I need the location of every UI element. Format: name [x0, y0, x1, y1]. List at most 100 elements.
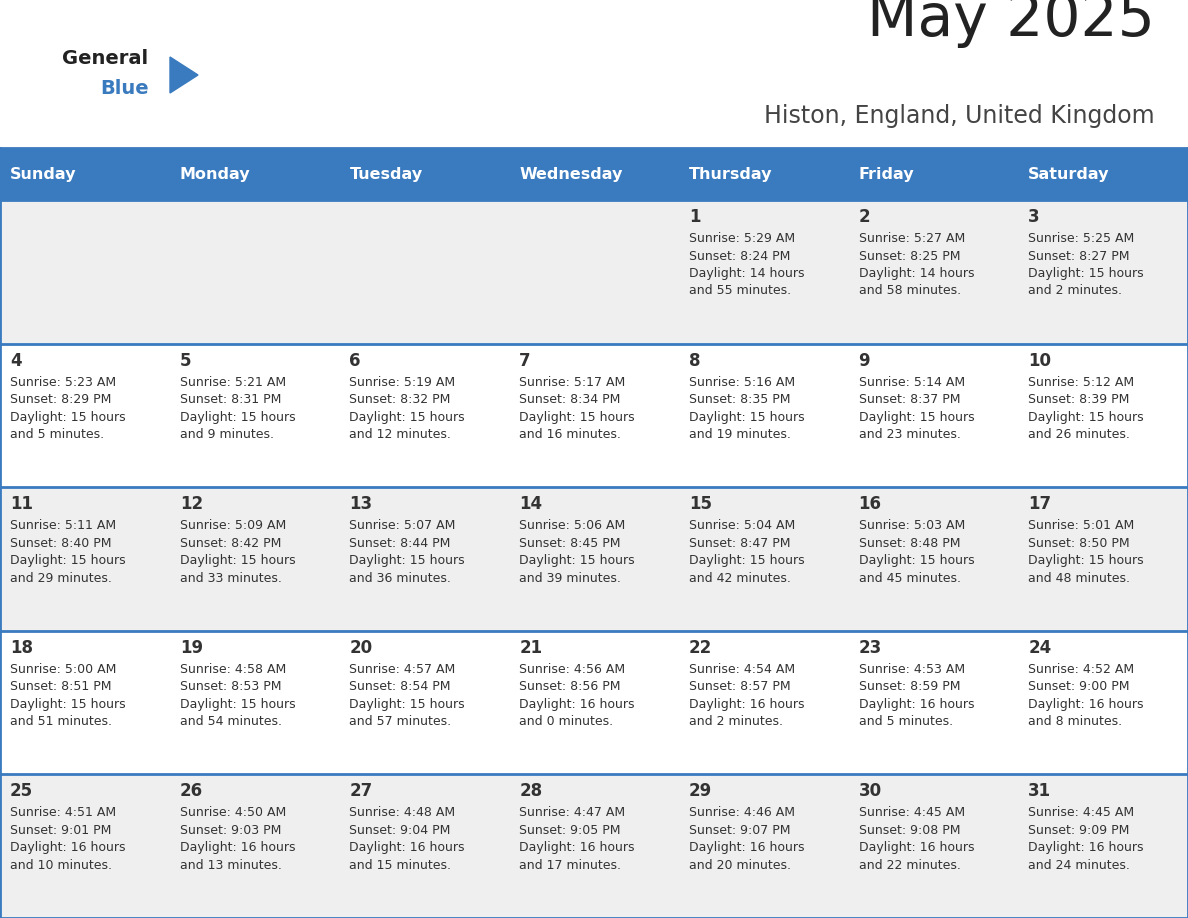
Text: 1: 1	[689, 208, 701, 226]
Text: Friday: Friday	[859, 166, 915, 182]
Bar	[340, 487, 510, 631]
Text: Sunrise: 4:54 AM
Sunset: 8:57 PM
Daylight: 16 hours
and 2 minutes.: Sunrise: 4:54 AM Sunset: 8:57 PM Dayligh…	[689, 663, 804, 728]
Bar	[1018, 343, 1188, 487]
Text: 13: 13	[349, 495, 373, 513]
Bar	[848, 775, 1018, 918]
Text: Sunrise: 4:51 AM
Sunset: 9:01 PM
Daylight: 16 hours
and 10 minutes.: Sunrise: 4:51 AM Sunset: 9:01 PM Dayligh…	[10, 806, 126, 872]
Bar	[340, 148, 510, 200]
Bar	[1018, 487, 1188, 631]
Polygon shape	[170, 57, 198, 93]
Bar	[170, 343, 340, 487]
Bar	[0, 631, 170, 775]
Text: Sunrise: 5:27 AM
Sunset: 8:25 PM
Daylight: 14 hours
and 58 minutes.: Sunrise: 5:27 AM Sunset: 8:25 PM Dayligh…	[859, 232, 974, 297]
Text: Sunrise: 5:12 AM
Sunset: 8:39 PM
Daylight: 15 hours
and 26 minutes.: Sunrise: 5:12 AM Sunset: 8:39 PM Dayligh…	[1029, 375, 1144, 442]
Text: 29: 29	[689, 782, 712, 800]
Text: Sunrise: 5:29 AM
Sunset: 8:24 PM
Daylight: 14 hours
and 55 minutes.: Sunrise: 5:29 AM Sunset: 8:24 PM Dayligh…	[689, 232, 804, 297]
Bar	[510, 343, 678, 487]
Bar	[0, 487, 170, 631]
Bar	[0, 200, 170, 343]
Text: Sunrise: 4:50 AM
Sunset: 9:03 PM
Daylight: 16 hours
and 13 minutes.: Sunrise: 4:50 AM Sunset: 9:03 PM Dayligh…	[179, 806, 295, 872]
Bar	[678, 487, 848, 631]
Bar	[0, 775, 170, 918]
Text: Sunrise: 5:04 AM
Sunset: 8:47 PM
Daylight: 15 hours
and 42 minutes.: Sunrise: 5:04 AM Sunset: 8:47 PM Dayligh…	[689, 520, 804, 585]
Text: Sunrise: 5:03 AM
Sunset: 8:48 PM
Daylight: 15 hours
and 45 minutes.: Sunrise: 5:03 AM Sunset: 8:48 PM Dayligh…	[859, 520, 974, 585]
Text: 28: 28	[519, 782, 542, 800]
Text: Sunrise: 5:14 AM
Sunset: 8:37 PM
Daylight: 15 hours
and 23 minutes.: Sunrise: 5:14 AM Sunset: 8:37 PM Dayligh…	[859, 375, 974, 442]
Text: Sunrise: 5:16 AM
Sunset: 8:35 PM
Daylight: 15 hours
and 19 minutes.: Sunrise: 5:16 AM Sunset: 8:35 PM Dayligh…	[689, 375, 804, 442]
Bar	[170, 148, 340, 200]
Text: 16: 16	[859, 495, 881, 513]
Text: 10: 10	[1029, 352, 1051, 370]
Bar	[340, 343, 510, 487]
Text: Saturday: Saturday	[1029, 166, 1110, 182]
Text: 14: 14	[519, 495, 542, 513]
Text: 3: 3	[1029, 208, 1040, 226]
Text: Sunrise: 5:00 AM
Sunset: 8:51 PM
Daylight: 15 hours
and 51 minutes.: Sunrise: 5:00 AM Sunset: 8:51 PM Dayligh…	[10, 663, 126, 728]
Bar	[170, 200, 340, 343]
Text: 5: 5	[179, 352, 191, 370]
Bar	[678, 343, 848, 487]
Text: 20: 20	[349, 639, 373, 656]
Text: Sunrise: 4:45 AM
Sunset: 9:08 PM
Daylight: 16 hours
and 22 minutes.: Sunrise: 4:45 AM Sunset: 9:08 PM Dayligh…	[859, 806, 974, 872]
Text: Sunrise: 4:48 AM
Sunset: 9:04 PM
Daylight: 16 hours
and 15 minutes.: Sunrise: 4:48 AM Sunset: 9:04 PM Dayligh…	[349, 806, 465, 872]
Text: Sunrise: 5:06 AM
Sunset: 8:45 PM
Daylight: 15 hours
and 39 minutes.: Sunrise: 5:06 AM Sunset: 8:45 PM Dayligh…	[519, 520, 634, 585]
Text: 24: 24	[1029, 639, 1051, 656]
Text: Sunrise: 4:46 AM
Sunset: 9:07 PM
Daylight: 16 hours
and 20 minutes.: Sunrise: 4:46 AM Sunset: 9:07 PM Dayligh…	[689, 806, 804, 872]
Text: Sunrise: 5:07 AM
Sunset: 8:44 PM
Daylight: 15 hours
and 36 minutes.: Sunrise: 5:07 AM Sunset: 8:44 PM Dayligh…	[349, 520, 465, 585]
Text: 4: 4	[10, 352, 21, 370]
Text: 6: 6	[349, 352, 361, 370]
Bar	[678, 631, 848, 775]
Text: Sunrise: 5:01 AM
Sunset: 8:50 PM
Daylight: 15 hours
and 48 minutes.: Sunrise: 5:01 AM Sunset: 8:50 PM Dayligh…	[1029, 520, 1144, 585]
Text: 2: 2	[859, 208, 870, 226]
Text: Sunrise: 4:56 AM
Sunset: 8:56 PM
Daylight: 16 hours
and 0 minutes.: Sunrise: 4:56 AM Sunset: 8:56 PM Dayligh…	[519, 663, 634, 728]
Text: 23: 23	[859, 639, 881, 656]
Text: Tuesday: Tuesday	[349, 166, 423, 182]
Text: Sunrise: 5:11 AM
Sunset: 8:40 PM
Daylight: 15 hours
and 29 minutes.: Sunrise: 5:11 AM Sunset: 8:40 PM Dayligh…	[10, 520, 126, 585]
Text: 30: 30	[859, 782, 881, 800]
Text: Sunrise: 4:45 AM
Sunset: 9:09 PM
Daylight: 16 hours
and 24 minutes.: Sunrise: 4:45 AM Sunset: 9:09 PM Dayligh…	[1029, 806, 1144, 872]
Text: Sunrise: 4:53 AM
Sunset: 8:59 PM
Daylight: 16 hours
and 5 minutes.: Sunrise: 4:53 AM Sunset: 8:59 PM Dayligh…	[859, 663, 974, 728]
Text: Sunday: Sunday	[10, 166, 76, 182]
Bar	[1018, 775, 1188, 918]
Bar	[1018, 200, 1188, 343]
Text: Thursday: Thursday	[689, 166, 772, 182]
Text: 15: 15	[689, 495, 712, 513]
Text: 7: 7	[519, 352, 531, 370]
Text: 17: 17	[1029, 495, 1051, 513]
Bar	[170, 487, 340, 631]
Bar	[510, 200, 678, 343]
Bar	[510, 631, 678, 775]
Text: 22: 22	[689, 639, 712, 656]
Text: 31: 31	[1029, 782, 1051, 800]
Text: Histon, England, United Kingdom: Histon, England, United Kingdom	[764, 104, 1155, 128]
Bar	[678, 775, 848, 918]
Bar	[848, 487, 1018, 631]
Bar	[678, 148, 848, 200]
Bar	[340, 775, 510, 918]
Bar	[170, 775, 340, 918]
Text: Monday: Monday	[179, 166, 251, 182]
Bar	[170, 631, 340, 775]
Bar	[340, 200, 510, 343]
Text: Sunrise: 4:52 AM
Sunset: 9:00 PM
Daylight: 16 hours
and 8 minutes.: Sunrise: 4:52 AM Sunset: 9:00 PM Dayligh…	[1029, 663, 1144, 728]
Text: Sunrise: 4:58 AM
Sunset: 8:53 PM
Daylight: 15 hours
and 54 minutes.: Sunrise: 4:58 AM Sunset: 8:53 PM Dayligh…	[179, 663, 296, 728]
Bar	[848, 631, 1018, 775]
Bar	[678, 200, 848, 343]
Bar	[510, 487, 678, 631]
Text: Sunrise: 5:21 AM
Sunset: 8:31 PM
Daylight: 15 hours
and 9 minutes.: Sunrise: 5:21 AM Sunset: 8:31 PM Dayligh…	[179, 375, 296, 442]
Text: 27: 27	[349, 782, 373, 800]
Text: General: General	[62, 49, 148, 68]
Text: 18: 18	[10, 639, 33, 656]
Text: May 2025: May 2025	[867, 0, 1155, 48]
Text: 26: 26	[179, 782, 203, 800]
Text: Sunrise: 4:47 AM
Sunset: 9:05 PM
Daylight: 16 hours
and 17 minutes.: Sunrise: 4:47 AM Sunset: 9:05 PM Dayligh…	[519, 806, 634, 872]
Bar	[0, 148, 170, 200]
Bar	[510, 775, 678, 918]
Bar	[0, 343, 170, 487]
Bar	[510, 148, 678, 200]
Bar	[848, 200, 1018, 343]
Text: Sunrise: 4:57 AM
Sunset: 8:54 PM
Daylight: 15 hours
and 57 minutes.: Sunrise: 4:57 AM Sunset: 8:54 PM Dayligh…	[349, 663, 465, 728]
Bar	[1018, 631, 1188, 775]
Text: Sunrise: 5:23 AM
Sunset: 8:29 PM
Daylight: 15 hours
and 5 minutes.: Sunrise: 5:23 AM Sunset: 8:29 PM Dayligh…	[10, 375, 126, 442]
Text: 8: 8	[689, 352, 701, 370]
